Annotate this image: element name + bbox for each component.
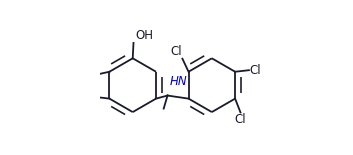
Text: Cl: Cl <box>250 64 261 77</box>
Text: HN: HN <box>169 75 187 88</box>
Text: Cl: Cl <box>170 45 182 58</box>
Text: Cl: Cl <box>235 113 246 126</box>
Text: OH: OH <box>135 29 153 42</box>
